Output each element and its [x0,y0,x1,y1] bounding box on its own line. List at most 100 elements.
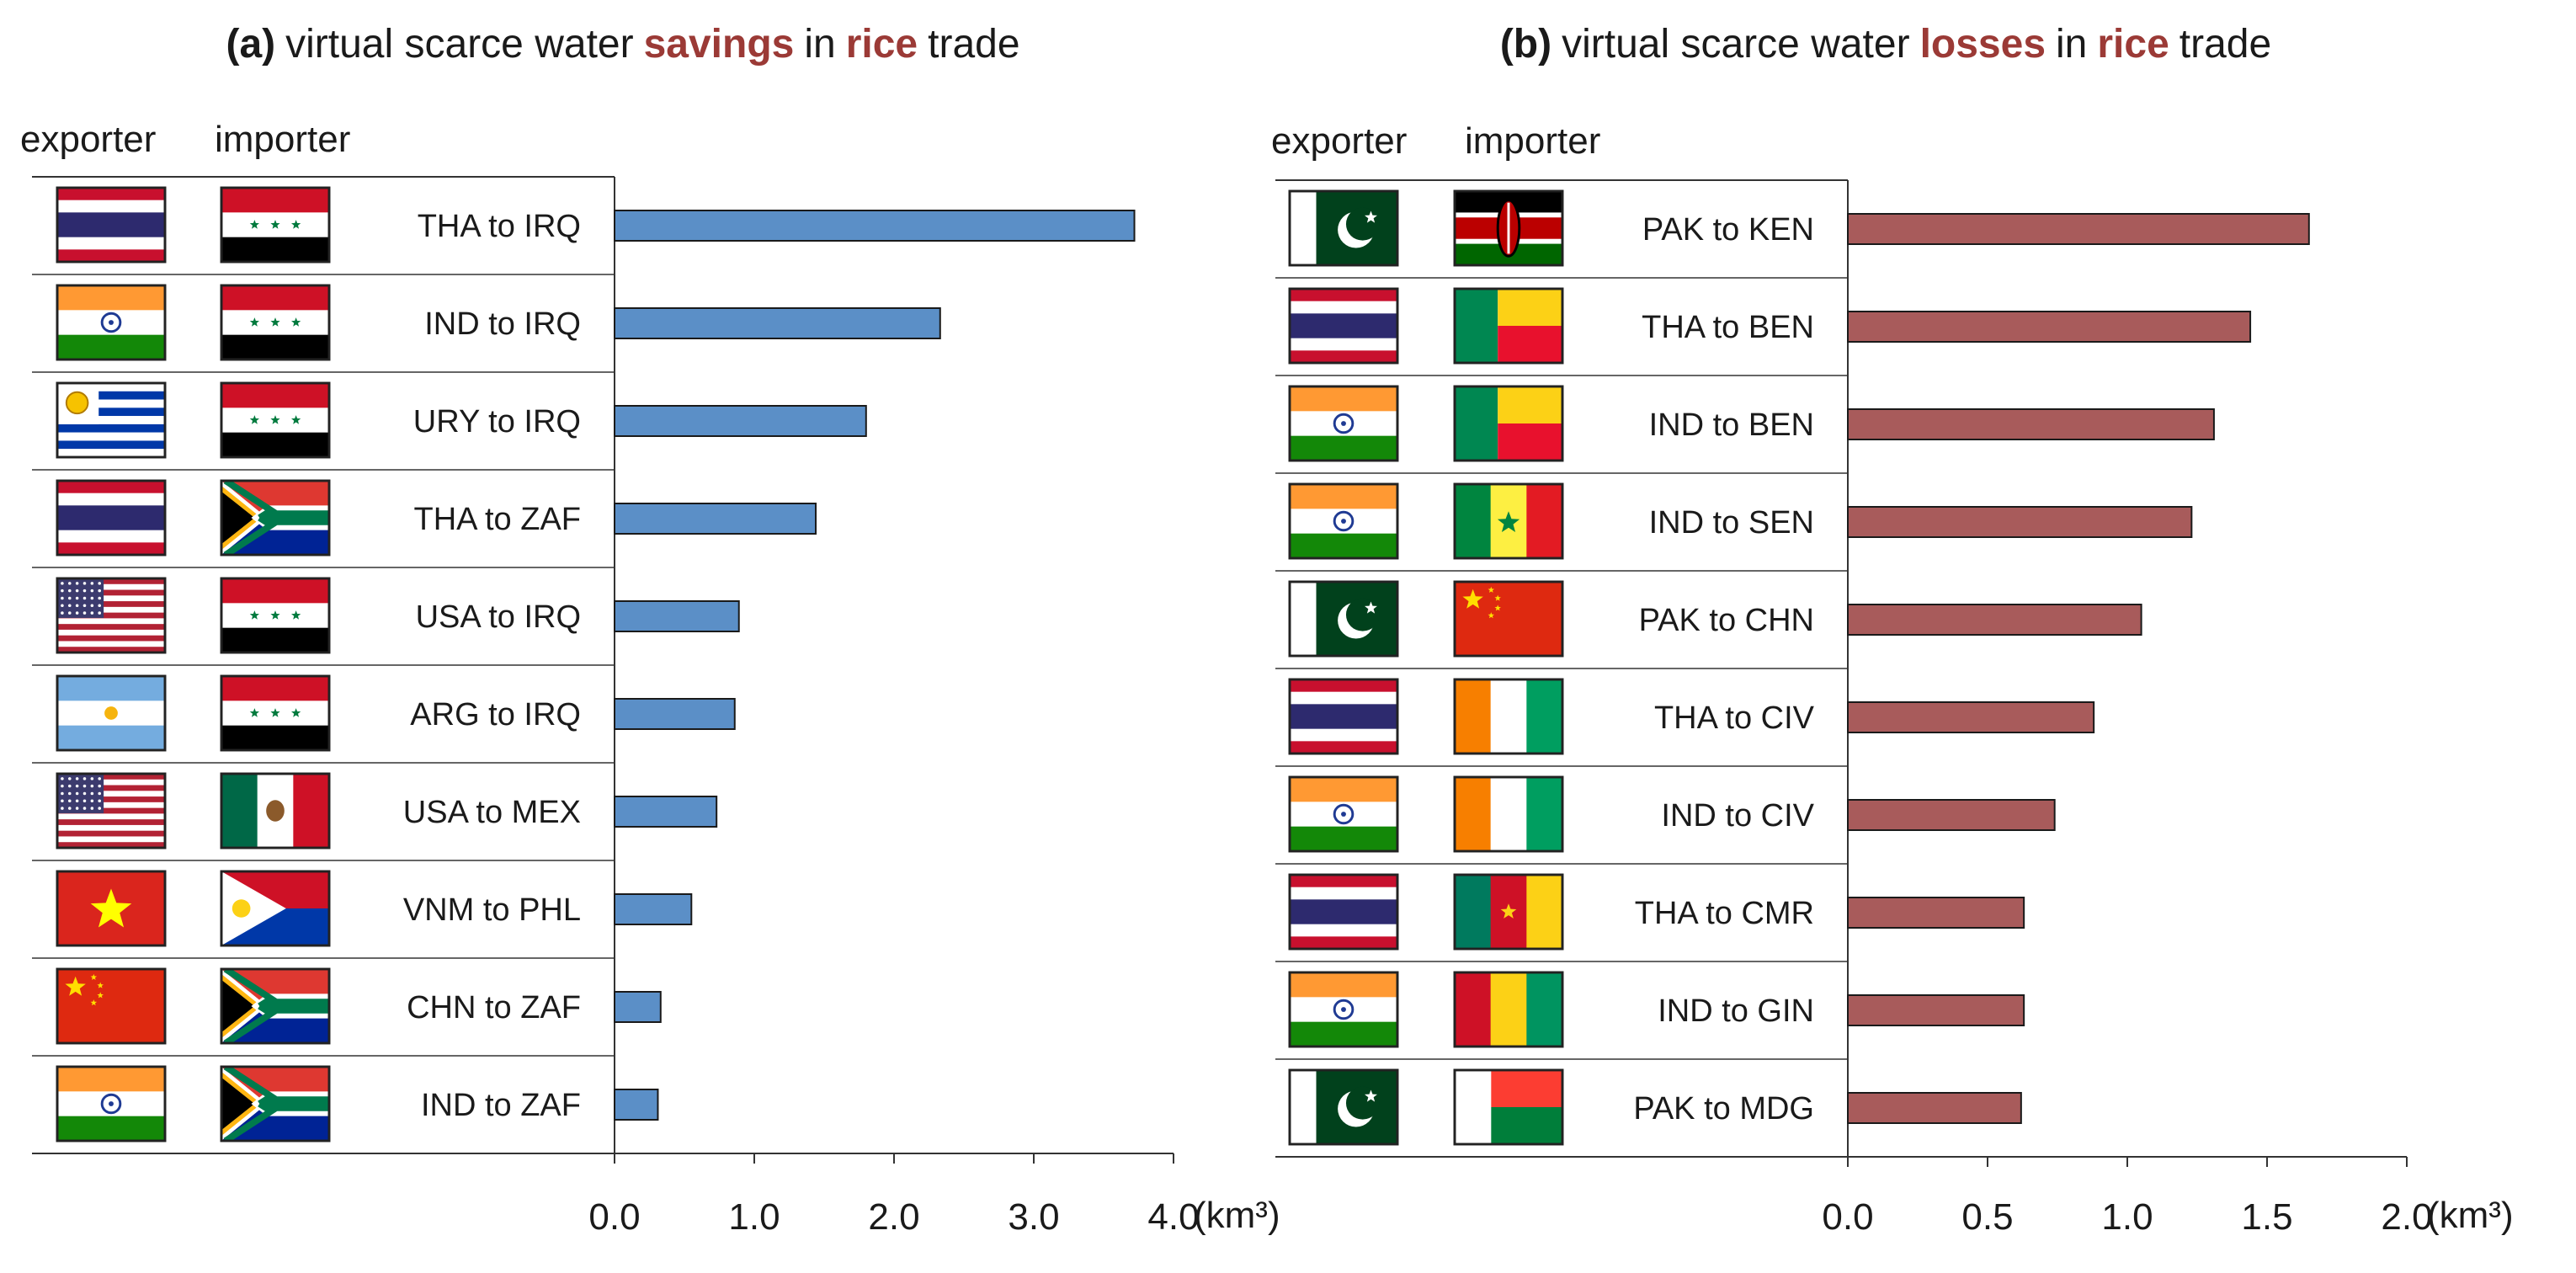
exporter-flag-ind [1288,971,1399,1048]
category-label: PAK to KEN [1642,212,1814,248]
x-tick-label: 2.0 [868,1196,919,1238]
chart-title: (a) virtual scarce water savings in rice trad… [226,22,1019,67]
bar-tha-to-cmr [1847,897,2025,929]
x-tick-label: 0.0 [588,1196,640,1238]
panel-b: (b) virtual scarce water losses in rice trade… [1271,22,2514,1238]
importer-flag-zaf [220,1065,331,1143]
bar-tha-to-zaf [614,503,817,535]
importer-flag-irq [220,284,331,361]
importer-flag-ben [1453,287,1564,365]
bar-ind-to-gin [1847,994,2025,1026]
category-label: USA to IRQ [416,599,581,635]
title-highlight1: losses [1920,22,2046,67]
category-label: VNM to PHL [403,892,581,928]
category-label: PAK to CHN [1639,603,1814,638]
title-text3: trade [928,22,1019,67]
title-highlight2: rice [2097,22,2169,67]
category-label: IND to SEN [1649,505,1814,541]
bar-pak-to-ken [1847,213,2310,245]
bar-ind-to-ben [1847,408,2215,440]
importer-flag-irq [220,186,331,264]
category-label: IND to CIV [1661,798,1814,834]
importer-flag-cmr [1453,873,1564,951]
exporter-header: exporter [1271,120,1407,162]
importer-flag-sen [1453,482,1564,560]
importer-flag-mex [220,772,331,850]
exporter-flag-tha [1288,678,1399,755]
importer-flag-ken [1453,189,1564,267]
importer-flag-chn [1453,580,1564,658]
exporter-flag-ind [1288,385,1399,462]
title-text3: trade [2179,22,2271,67]
importer-flag-irq [220,381,331,459]
importer-flag-zaf [220,967,331,1045]
exporter-flag-tha [1288,873,1399,951]
exporter-flag-chn [56,967,167,1045]
x-tick-label: 4.0 [1147,1196,1199,1238]
category-label: THA to BEN [1642,310,1814,345]
category-label: IND to GIN [1658,993,1814,1029]
exporter-flag-pak [1288,189,1399,267]
title-text1: virtual scarce water [285,22,633,67]
exporter-flag-ind [1288,775,1399,853]
category-label: THA to CIV [1654,700,1815,736]
exporter-header: exporter [20,119,156,160]
importer-flag-mdg [1453,1068,1564,1146]
exporter-flag-tha [56,479,167,557]
title-prefix: (a) [226,22,275,67]
title-highlight1: savings [644,22,795,67]
importer-flag-zaf [220,479,331,557]
category-label: ARG to IRQ [410,697,581,732]
x-axis-unit: (km³) [2427,1195,2514,1236]
bar-chn-to-zaf [614,991,662,1023]
x-tick-label: 1.5 [2241,1196,2292,1238]
title-text1: virtual scarce water [1562,22,1909,67]
bar-pak-to-chn [1847,604,2142,636]
exporter-flag-usa [56,577,167,654]
category-label: IND to ZAF [421,1088,581,1123]
exporter-flag-ind [1288,482,1399,560]
x-axis-unit: (km³) [1194,1195,1280,1236]
chart-title: (b) virtual scarce water losses in rice trade [1500,22,2271,67]
exporter-flag-ind [56,284,167,361]
title-text2: in [2056,22,2087,67]
exporter-flag-usa [56,772,167,850]
category-label: IND to IRQ [424,306,581,342]
x-tick-label: 0.5 [1961,1196,2013,1238]
exporter-flag-ind [56,1065,167,1143]
category-label: URY to IRQ [413,404,581,439]
category-label: THA to IRQ [418,209,581,244]
bar-tha-to-ben [1847,311,2252,343]
importer-flag-civ [1453,775,1564,853]
category-label: USA to MEX [403,795,581,830]
title-prefix: (b) [1500,22,1551,67]
bar-tha-to-civ [1847,701,2095,733]
bar-ind-to-irq [614,307,941,339]
importer-flag-ben [1453,385,1564,462]
category-label: CHN to ZAF [407,990,581,1025]
importer-header: importer [1465,120,1600,162]
panel-a: (a) virtual scarce water savings in rice trad… [20,22,1280,1238]
bar-tha-to-irq [614,210,1136,242]
bar-pak-to-mdg [1847,1092,2022,1124]
bar-usa-to-mex [614,796,718,828]
exporter-flag-vnm [56,870,167,947]
x-tick-label: 2.0 [2381,1196,2432,1238]
title-highlight2: rice [846,22,918,67]
bar-ind-to-zaf [614,1089,659,1121]
bar-arg-to-irq [614,698,736,730]
exporter-flag-pak [1288,1068,1399,1146]
bar-ind-to-sen [1847,506,2193,538]
importer-flag-civ [1453,678,1564,755]
category-label: IND to BEN [1649,407,1814,443]
x-tick-label: 1.0 [2101,1196,2153,1238]
exporter-flag-ury [56,381,167,459]
importer-header: importer [215,119,350,160]
x-tick-label: 1.0 [728,1196,780,1238]
importer-flag-phl [220,870,331,947]
bar-ind-to-civ [1847,799,2056,831]
importer-flag-irq [220,577,331,654]
bar-usa-to-irq [614,600,740,632]
exporter-flag-pak [1288,580,1399,658]
